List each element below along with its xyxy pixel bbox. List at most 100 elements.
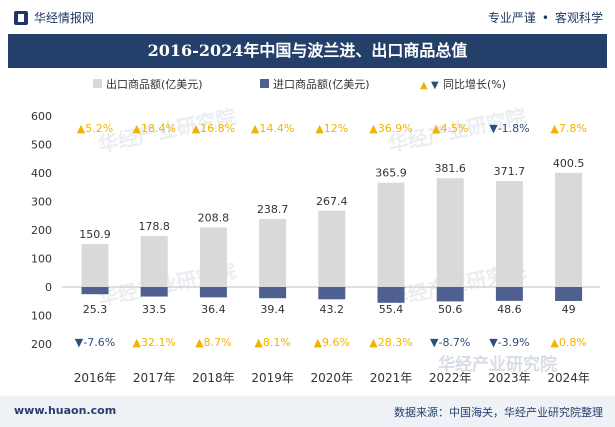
export-growth-value: 16.8% — [200, 122, 235, 135]
export-growth-label: ▲14.4% — [251, 122, 294, 135]
down-arrow-icon: ▼ — [489, 336, 498, 349]
logo-icon — [14, 10, 28, 25]
legend: 出口商品额(亿美元) 进口商品额(亿美元) ▲ ▼ 同比增长(%) — [93, 77, 506, 91]
tagline-right: 客观科学 — [554, 11, 603, 25]
dot-separator-icon: • — [541, 11, 549, 25]
export-bar — [81, 243, 109, 287]
import-bar — [199, 287, 227, 298]
up-arrow-icon: ▲ — [132, 336, 141, 349]
category-label: 2022年 — [429, 371, 472, 385]
export-value-label: 381.6 — [434, 162, 466, 175]
top-bar: 华经情报网 专业严谨 • 客观科学 — [0, 0, 615, 34]
export-value-label: 371.7 — [494, 165, 526, 178]
y-tick-label: 200 — [31, 224, 52, 237]
export-bar — [318, 210, 346, 287]
up-arrow-icon: ▲ — [314, 336, 323, 349]
import-value-label: 33.5 — [142, 303, 167, 316]
y-tick-label: 400 — [31, 167, 52, 180]
import-growth-value: 8.1% — [263, 336, 291, 349]
export-bar — [140, 236, 168, 287]
labels-layer: 150.925.3▲5.2%▼-7.6%2016年178.833.5▲18.4%… — [74, 122, 590, 385]
category-label: 2023年 — [488, 371, 531, 385]
category-label: 2024年 — [547, 371, 590, 385]
footer-source: 数据来源：中国海关，华经产业研究院整理 — [394, 406, 603, 419]
export-growth-label: ▲4.5% — [432, 122, 468, 135]
import-growth-value: -7.6% — [83, 336, 115, 349]
import-bar — [318, 287, 346, 300]
up-arrow-icon: ▲ — [369, 122, 378, 135]
export-growth-label: ▲5.2% — [77, 122, 113, 135]
export-growth-value: 12% — [324, 122, 348, 135]
import-growth-label: ▲32.1% — [132, 336, 175, 349]
export-value-label: 400.5 — [553, 157, 585, 170]
brand-name: 华经情报网 — [34, 11, 95, 25]
import-value-label: 36.4 — [201, 303, 226, 316]
export-growth-value: 4.5% — [440, 122, 468, 135]
watermark-text: 华经产业研究院 — [438, 354, 557, 375]
legend-up-arrow-icon: ▲ — [420, 80, 428, 91]
down-arrow-icon: ▼ — [489, 122, 498, 135]
export-value-label: 365.9 — [375, 167, 407, 180]
import-growth-value: -3.9% — [498, 336, 530, 349]
up-arrow-icon: ▲ — [254, 336, 263, 349]
y-tick-label: 500 — [31, 139, 52, 152]
import-growth-value: -8.7% — [438, 336, 470, 349]
down-arrow-icon: ▼ — [430, 336, 439, 349]
import-growth-value: 28.3% — [378, 336, 413, 349]
legend-label-growth: 同比增长(%) — [443, 77, 506, 91]
chart-title: 2016-2024年中国与波兰进、出口商品总值 — [147, 41, 468, 60]
export-value-label: 267.4 — [316, 195, 348, 208]
export-growth-label: ▲7.8% — [550, 122, 586, 135]
export-bar — [199, 227, 227, 287]
export-growth-label: ▲18.4% — [132, 122, 175, 135]
y-tick-label: 600 — [31, 110, 52, 123]
up-arrow-icon: ▲ — [315, 122, 324, 135]
import-growth-label: ▲9.6% — [314, 336, 350, 349]
import-growth-label: ▼-8.7% — [430, 336, 470, 349]
bars-layer — [81, 172, 583, 303]
y-tick-label: 0 — [45, 281, 52, 294]
category-label: 2018年 — [192, 371, 235, 385]
import-value-label: 25.3 — [83, 303, 108, 316]
import-value-label: 43.2 — [320, 303, 345, 316]
up-arrow-icon: ▲ — [369, 336, 378, 349]
category-label: 2017年 — [133, 371, 176, 385]
import-growth-label: ▲0.8% — [550, 336, 586, 349]
import-growth-value: 8.7% — [204, 336, 232, 349]
legend-swatch-import — [260, 79, 269, 88]
export-bar — [495, 181, 523, 287]
category-label: 2021年 — [370, 371, 413, 385]
import-growth-label: ▲28.3% — [369, 336, 412, 349]
up-arrow-icon: ▲ — [251, 122, 260, 135]
tagline-left: 专业严谨 — [487, 11, 536, 25]
up-arrow-icon: ▲ — [77, 122, 86, 135]
export-bar — [377, 182, 405, 287]
import-growth-value: 9.6% — [322, 336, 350, 349]
export-growth-value: 14.4% — [259, 122, 294, 135]
footer-site[interactable]: www.huaon.com — [14, 404, 117, 417]
down-arrow-icon: ▼ — [75, 336, 84, 349]
up-arrow-icon: ▲ — [195, 336, 204, 349]
export-value-label: 150.9 — [79, 228, 111, 241]
brand[interactable]: 华经情报网 — [14, 9, 94, 26]
up-arrow-icon: ▲ — [132, 122, 141, 135]
up-arrow-icon: ▲ — [550, 336, 559, 349]
export-growth-value: -1.8% — [498, 122, 530, 135]
export-growth-value: 36.9% — [378, 122, 413, 135]
export-bar — [259, 218, 287, 287]
export-bar — [436, 178, 464, 287]
legend-swatch-export — [93, 79, 102, 88]
import-growth-label: ▼-7.6% — [75, 336, 115, 349]
chart: 出口商品额(亿美元) 进口商品额(亿美元) ▲ ▼ 同比增长(%) 600 500 400 3… — [31, 77, 600, 385]
import-value-label: 39.4 — [260, 303, 285, 316]
y-tick-label: 100 — [31, 310, 52, 323]
up-arrow-icon: ▲ — [432, 122, 441, 135]
import-bar — [81, 287, 109, 295]
import-bar — [377, 287, 405, 303]
footer: www.huaon.com 数据来源：中国海关，华经产业研究院整理 — [0, 396, 615, 427]
import-growth-value: 32.1% — [141, 336, 176, 349]
import-bar — [495, 287, 523, 301]
export-growth-value: 7.8% — [559, 122, 587, 135]
export-value-label: 178.8 — [138, 220, 170, 233]
